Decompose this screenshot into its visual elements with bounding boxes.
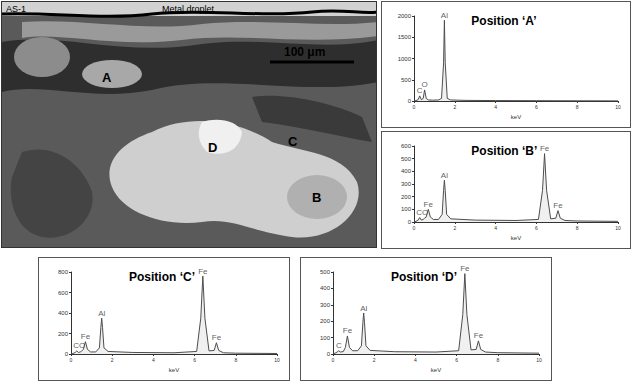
svg-text:0: 0 xyxy=(408,98,412,104)
svg-text:C: C xyxy=(288,134,298,149)
svg-text:Position ‘C’: Position ‘C’ xyxy=(129,270,195,284)
svg-text:600: 600 xyxy=(401,143,412,149)
svg-text:Al: Al xyxy=(441,171,448,180)
svg-text:C: C xyxy=(416,86,423,96)
svg-text:D: D xyxy=(208,140,217,155)
svg-text:300: 300 xyxy=(401,181,412,187)
svg-text:200: 200 xyxy=(401,194,412,200)
svg-text:0: 0 xyxy=(70,357,73,363)
svg-text:4: 4 xyxy=(152,357,155,363)
svg-text:500: 500 xyxy=(320,269,331,275)
svg-text:Position ‘B’: Position ‘B’ xyxy=(471,144,537,158)
svg-text:10: 10 xyxy=(274,357,280,363)
svg-text:800: 800 xyxy=(58,269,69,275)
svg-text:10: 10 xyxy=(615,104,621,110)
svg-text:keV: keV xyxy=(511,114,521,120)
svg-text:2000: 2000 xyxy=(398,13,412,19)
svg-text:500: 500 xyxy=(401,156,412,162)
svg-text:Al: Al xyxy=(98,309,105,318)
svg-text:Fe: Fe xyxy=(474,331,484,340)
svg-text:B: B xyxy=(312,190,321,205)
svg-text:Fe: Fe xyxy=(198,267,208,276)
svg-text:100 μm: 100 μm xyxy=(284,45,325,59)
svg-text:4: 4 xyxy=(494,104,497,110)
svg-text:0: 0 xyxy=(65,351,69,357)
svg-text:6: 6 xyxy=(535,225,538,231)
svg-text:A: A xyxy=(102,70,112,85)
svg-text:0: 0 xyxy=(327,351,331,357)
svg-text:Fe: Fe xyxy=(81,332,91,341)
svg-text:100: 100 xyxy=(401,206,412,212)
svg-text:8: 8 xyxy=(576,225,579,231)
svg-text:2: 2 xyxy=(453,104,456,110)
svg-text:Fe: Fe xyxy=(424,200,434,209)
svg-text:Fe: Fe xyxy=(553,201,563,210)
svg-text:Al: Al xyxy=(360,304,367,313)
svg-text:8: 8 xyxy=(576,104,579,110)
svg-text:10: 10 xyxy=(536,357,542,363)
svg-text:500: 500 xyxy=(401,77,412,83)
svg-text:2: 2 xyxy=(453,225,456,231)
svg-text:400: 400 xyxy=(58,310,69,316)
svg-text:keV: keV xyxy=(431,367,441,373)
svg-text:0: 0 xyxy=(413,225,416,231)
svg-text:0: 0 xyxy=(332,357,335,363)
svg-text:Metal droplet: Metal droplet xyxy=(162,4,215,14)
svg-text:200: 200 xyxy=(320,318,331,324)
svg-text:1500: 1500 xyxy=(398,34,412,40)
svg-text:CO: CO xyxy=(416,208,429,218)
svg-text:8: 8 xyxy=(496,357,499,363)
svg-text:Al: Al xyxy=(441,11,448,20)
svg-text:6: 6 xyxy=(193,357,196,363)
svg-text:AS-1: AS-1 xyxy=(6,4,26,14)
svg-text:200: 200 xyxy=(58,331,69,337)
svg-text:keV: keV xyxy=(511,235,521,241)
svg-text:Position ‘A’: Position ‘A’ xyxy=(471,14,536,28)
svg-text:100: 100 xyxy=(320,335,331,341)
svg-text:O: O xyxy=(421,80,427,89)
svg-text:2: 2 xyxy=(373,357,376,363)
svg-text:400: 400 xyxy=(401,168,412,174)
svg-text:4: 4 xyxy=(414,357,417,363)
svg-text:6: 6 xyxy=(455,357,458,363)
svg-text:300: 300 xyxy=(320,302,331,308)
svg-text:0: 0 xyxy=(408,219,412,225)
svg-text:keV: keV xyxy=(169,367,179,373)
svg-text:0: 0 xyxy=(413,104,416,110)
svg-text:Fe: Fe xyxy=(343,326,353,335)
svg-text:2: 2 xyxy=(111,357,114,363)
svg-text:6: 6 xyxy=(535,104,538,110)
svg-text:Fe: Fe xyxy=(460,264,470,273)
svg-text:Fe: Fe xyxy=(212,333,222,342)
svg-text:1000: 1000 xyxy=(398,56,412,62)
svg-text:Position ‘D’: Position ‘D’ xyxy=(391,270,457,284)
svg-text:400: 400 xyxy=(320,285,331,291)
svg-text:8: 8 xyxy=(234,357,237,363)
svg-text:4: 4 xyxy=(494,225,497,231)
svg-text:10: 10 xyxy=(615,225,621,231)
svg-text:600: 600 xyxy=(58,290,69,296)
svg-text:Fe: Fe xyxy=(540,144,550,153)
svg-text:C: C xyxy=(336,341,342,350)
svg-text:CO: CO xyxy=(73,341,86,351)
